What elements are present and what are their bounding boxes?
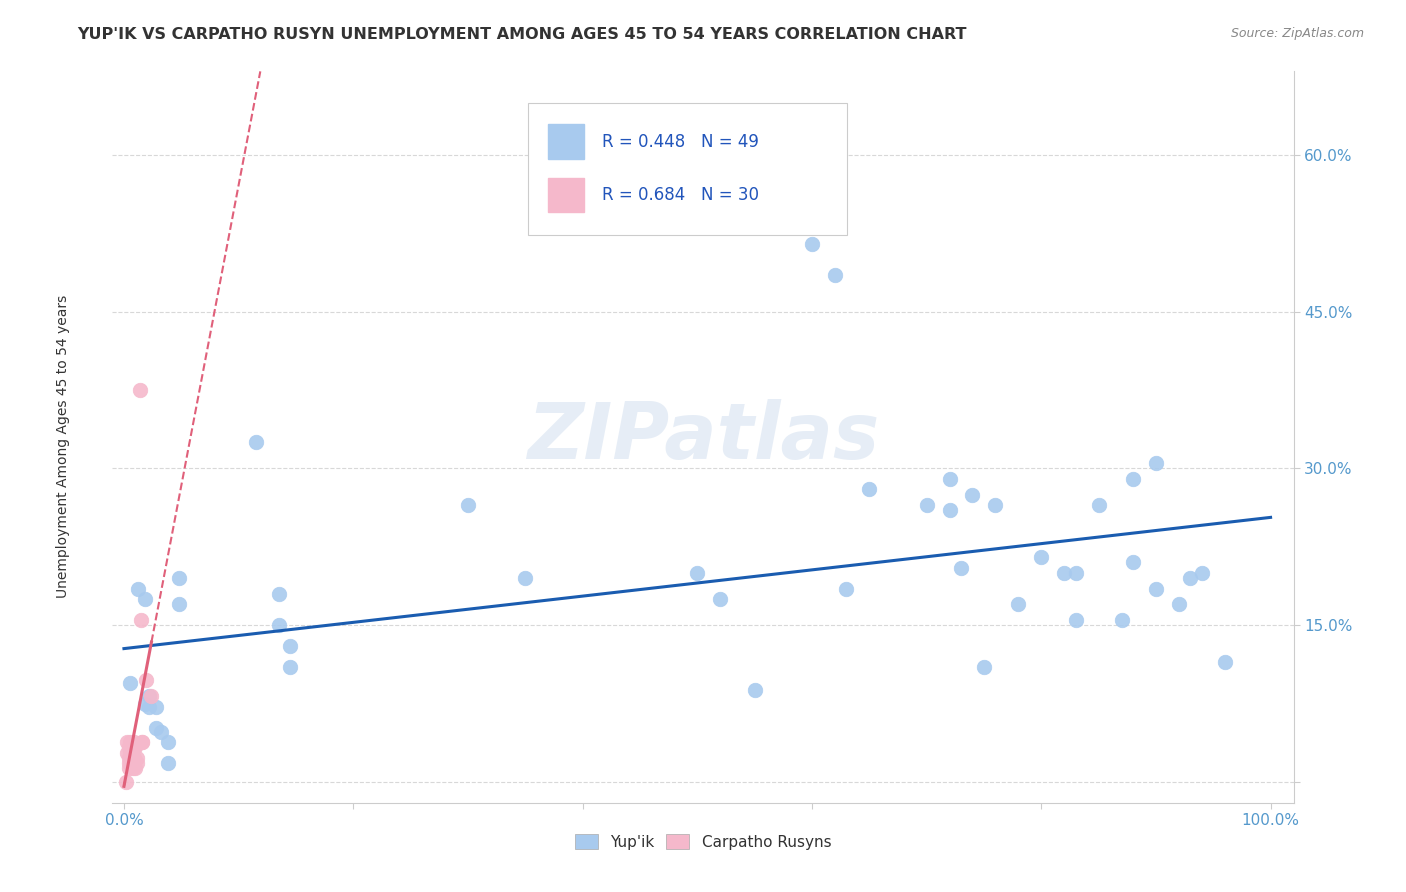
- Point: [1167, 597, 1189, 611]
- Point: [1144, 456, 1167, 470]
- Point: [156, 735, 179, 749]
- Point: [121, 740, 143, 755]
- Point: [122, 751, 145, 765]
- Point: [145, 699, 167, 714]
- Point: [1064, 613, 1087, 627]
- Point: [938, 472, 960, 486]
- Point: [156, 756, 179, 770]
- Point: [167, 597, 190, 611]
- Point: [1144, 582, 1167, 596]
- Point: [145, 721, 167, 735]
- Point: [915, 498, 938, 512]
- Text: R = 0.448   N = 49: R = 0.448 N = 49: [602, 133, 759, 151]
- Point: [122, 761, 145, 775]
- Point: [121, 746, 143, 760]
- Point: [686, 566, 709, 580]
- Point: [129, 383, 152, 397]
- Point: [129, 613, 152, 627]
- Point: [141, 690, 163, 704]
- Point: [138, 699, 160, 714]
- Point: [118, 735, 141, 749]
- Point: [1064, 566, 1087, 580]
- Point: [149, 724, 172, 739]
- Point: [1053, 566, 1076, 580]
- Point: [117, 756, 139, 770]
- Point: [120, 751, 142, 765]
- Point: [744, 682, 766, 697]
- Point: [117, 751, 139, 765]
- FancyBboxPatch shape: [547, 178, 583, 212]
- Point: [709, 592, 731, 607]
- Legend: Yup'ik, Carpatho Rusyns: Yup'ik, Carpatho Rusyns: [567, 826, 839, 857]
- Point: [1122, 556, 1144, 570]
- Text: ZIPatlas: ZIPatlas: [527, 399, 879, 475]
- Point: [134, 697, 156, 711]
- Point: [938, 503, 960, 517]
- Point: [125, 756, 148, 770]
- Point: [124, 740, 146, 755]
- Point: [1007, 597, 1029, 611]
- Point: [278, 660, 301, 674]
- Point: [122, 740, 145, 755]
- Point: [117, 735, 139, 749]
- Point: [118, 746, 141, 760]
- Point: [984, 498, 1007, 512]
- Point: [127, 582, 149, 596]
- Point: [131, 735, 153, 749]
- Point: [278, 639, 301, 653]
- Point: [118, 756, 141, 770]
- Point: [949, 560, 972, 574]
- FancyBboxPatch shape: [529, 103, 848, 235]
- Point: [115, 775, 138, 789]
- Point: [167, 571, 190, 585]
- Point: [515, 571, 537, 585]
- Point: [1191, 566, 1213, 580]
- Point: [267, 618, 290, 632]
- Point: [118, 675, 141, 690]
- Point: [122, 751, 145, 765]
- Text: R = 0.684   N = 30: R = 0.684 N = 30: [602, 186, 759, 203]
- Point: [267, 587, 290, 601]
- Point: [131, 735, 153, 749]
- Point: [117, 761, 139, 775]
- Point: [457, 498, 479, 512]
- Text: YUP'IK VS CARPATHO RUSYN UNEMPLOYMENT AMONG AGES 45 TO 54 YEARS CORRELATION CHAR: YUP'IK VS CARPATHO RUSYN UNEMPLOYMENT AM…: [77, 27, 967, 42]
- Point: [1111, 613, 1133, 627]
- Point: [1122, 472, 1144, 486]
- Point: [973, 660, 995, 674]
- Point: [245, 435, 267, 450]
- Point: [117, 740, 139, 755]
- Point: [138, 690, 160, 704]
- FancyBboxPatch shape: [547, 124, 583, 159]
- Point: [135, 673, 157, 687]
- Point: [1213, 655, 1236, 669]
- Point: [800, 236, 823, 251]
- Point: [835, 582, 858, 596]
- Point: [125, 751, 148, 765]
- Point: [962, 487, 984, 501]
- Point: [134, 592, 156, 607]
- Point: [1087, 498, 1109, 512]
- Point: [858, 483, 880, 497]
- Point: [824, 268, 846, 282]
- Point: [121, 756, 143, 770]
- Text: Source: ZipAtlas.com: Source: ZipAtlas.com: [1230, 27, 1364, 40]
- Point: [120, 740, 142, 755]
- Point: [1180, 571, 1202, 585]
- Point: [1031, 550, 1053, 565]
- Point: [122, 735, 145, 749]
- Point: [117, 746, 139, 760]
- Point: [124, 761, 146, 775]
- Text: Unemployment Among Ages 45 to 54 years: Unemployment Among Ages 45 to 54 years: [56, 294, 70, 598]
